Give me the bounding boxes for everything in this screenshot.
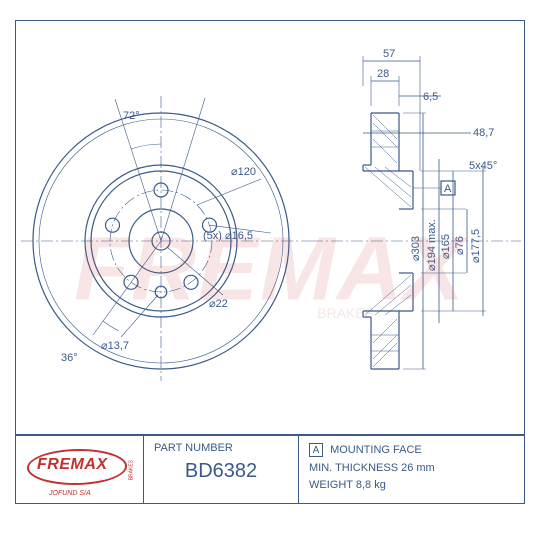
dim-chamfer: 5x45° <box>469 160 497 172</box>
logo-tag: BRAKES <box>128 460 134 480</box>
drawing-frame: 72° 36° ⌀120 (5x) ⌀16,5 ⌀22 ⌀13,7 <box>15 20 525 435</box>
dim-dia-pin: ⌀13,7 <box>101 340 129 352</box>
logo-company: JOFUND S/A <box>49 490 91 497</box>
dim-dia-303: ⌀303 <box>410 236 422 261</box>
dim-dia-177: ⌀177,5 <box>470 229 482 263</box>
logo-cell: FREMAX BRAKES JOFUND S/A <box>16 436 144 503</box>
dim-6-5: 6,5 <box>423 91 438 103</box>
part-cell: PART NUMBER BD6382 <box>144 436 299 503</box>
dim-angle-72: 72° <box>123 110 140 122</box>
dim-28: 28 <box>377 68 389 80</box>
dim-angle-36: 36° <box>61 352 78 364</box>
dim-48-7: 48,7 <box>473 127 494 139</box>
spec-cell: A MOUNTING FACE MIN. THICKNESS 26 mm WEI… <box>299 436 524 503</box>
front-view: 72° 36° ⌀120 (5x) ⌀16,5 ⌀22 ⌀13,7 <box>16 21 316 436</box>
dim-dia-76: ⌀76 <box>454 236 466 255</box>
fremax-logo: FREMAX BRAKES JOFUND S/A <box>27 449 132 491</box>
spec-thickness-row: MIN. THICKNESS 26 mm <box>309 460 514 478</box>
datum-a: A <box>444 183 452 195</box>
dim-dia-120: ⌀120 <box>231 166 256 178</box>
dim-57: 57 <box>383 48 395 60</box>
dim-dia-22: ⌀22 <box>209 298 228 310</box>
dim-dia-165: ⌀165 <box>440 234 452 259</box>
part-number: BD6382 <box>154 460 288 483</box>
title-block: FREMAX BRAKES JOFUND S/A PART NUMBER BD6… <box>15 435 525 504</box>
spec-face: MOUNTING FACE <box>330 444 422 456</box>
part-label: PART NUMBER <box>154 442 288 454</box>
spec-weight-row: WEIGHT 8,8 kg <box>309 477 514 495</box>
dim-dia-194: ⌀194 max. <box>426 219 438 271</box>
dim-bolt-spec: (5x) ⌀16,5 <box>203 230 253 242</box>
spec-face-row: A MOUNTING FACE <box>309 442 514 460</box>
logo-name: FREMAX <box>37 456 108 474</box>
side-view: 57 28 6,5 ⌀303 ⌀194 max. ⌀165 ⌀76 ⌀177,5 <box>311 21 531 436</box>
datum-box-icon: A <box>309 443 323 457</box>
